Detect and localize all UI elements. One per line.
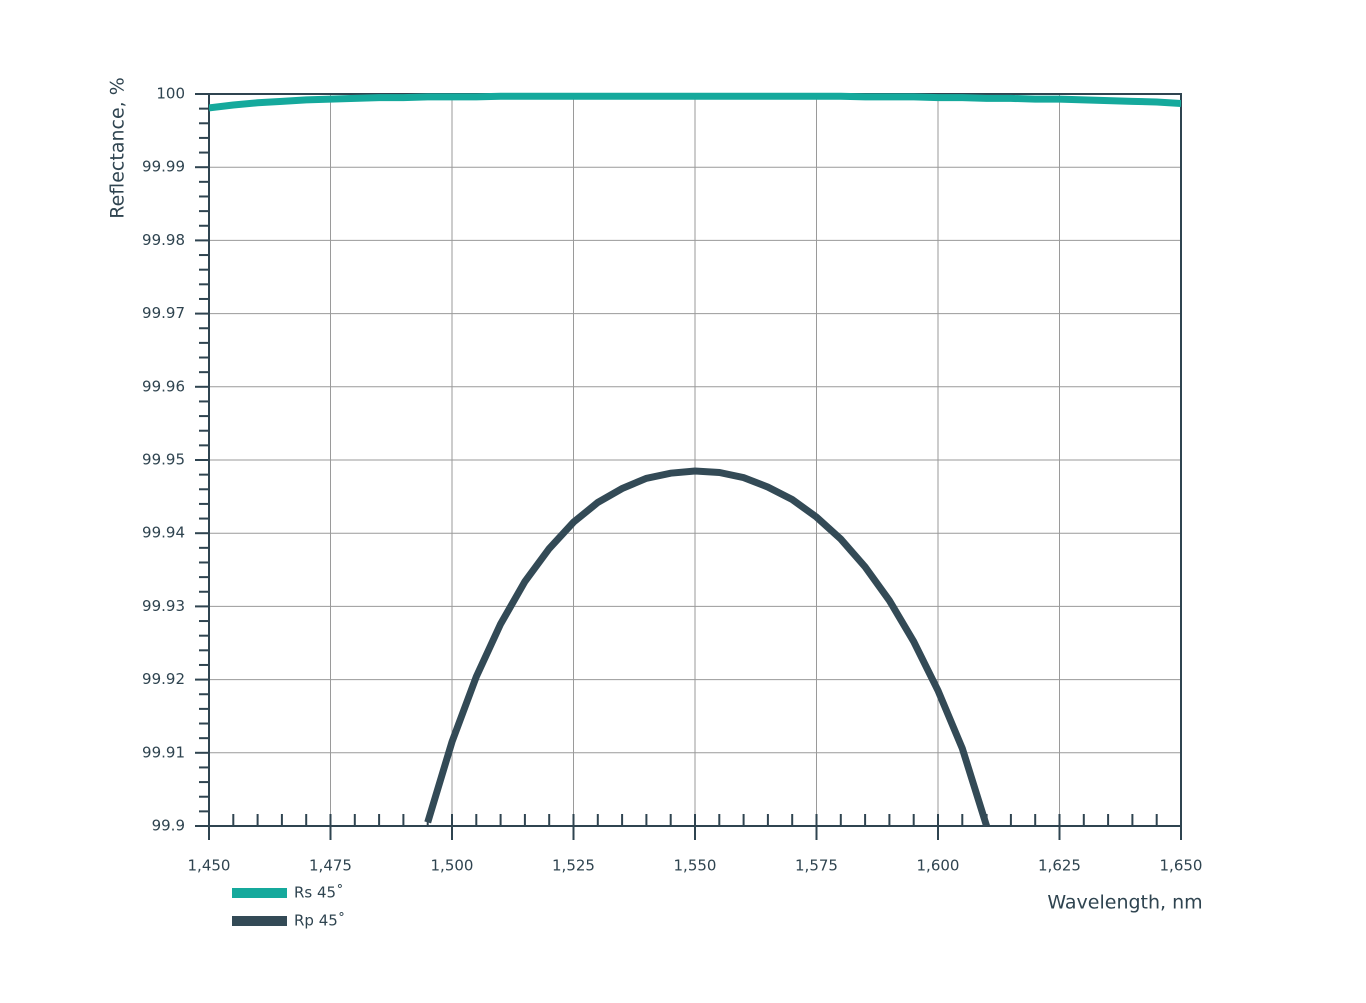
y-tick-label: 99.98 (142, 231, 185, 249)
y-tick-label: 99.92 (142, 670, 185, 688)
x-tick-label: 1,500 (431, 857, 474, 875)
x-tick-label: 1,450 (188, 857, 231, 875)
y-tick-label: 99.94 (142, 524, 185, 542)
y-tick-label: 99.97 (142, 304, 185, 322)
y-tick-label: 99.95 (142, 451, 185, 469)
legend-swatch (232, 916, 287, 926)
series-line (209, 92, 1181, 112)
series-line (424, 467, 990, 828)
y-tick-label: 99.93 (142, 597, 185, 615)
legend-label: Rp 45˚ (294, 912, 345, 930)
legend-label: Rs 45˚ (294, 884, 344, 902)
x-tick-label: 1,625 (1038, 857, 1081, 875)
plot-lines (209, 92, 1181, 828)
x-tick-label: 1,525 (552, 857, 595, 875)
x-tick-label: 1,550 (674, 857, 717, 875)
x-tick-label: 1,575 (795, 857, 838, 875)
x-tick-label: 1,600 (917, 857, 960, 875)
x-axis-title: Wavelength, nm (1047, 892, 1202, 914)
y-tick-label: 99.9 (152, 817, 185, 835)
y-axis-title: Reflectance, % (107, 77, 129, 219)
x-tick-label: 1,475 (309, 857, 352, 875)
y-tick-label: 99.91 (142, 743, 185, 761)
y-tick-label: 99.99 (142, 158, 185, 176)
y-tick-label: 99.96 (142, 377, 185, 395)
x-tick-label: 1,650 (1160, 857, 1203, 875)
legend-swatch (232, 888, 287, 898)
y-tick-label: 100 (156, 85, 185, 103)
